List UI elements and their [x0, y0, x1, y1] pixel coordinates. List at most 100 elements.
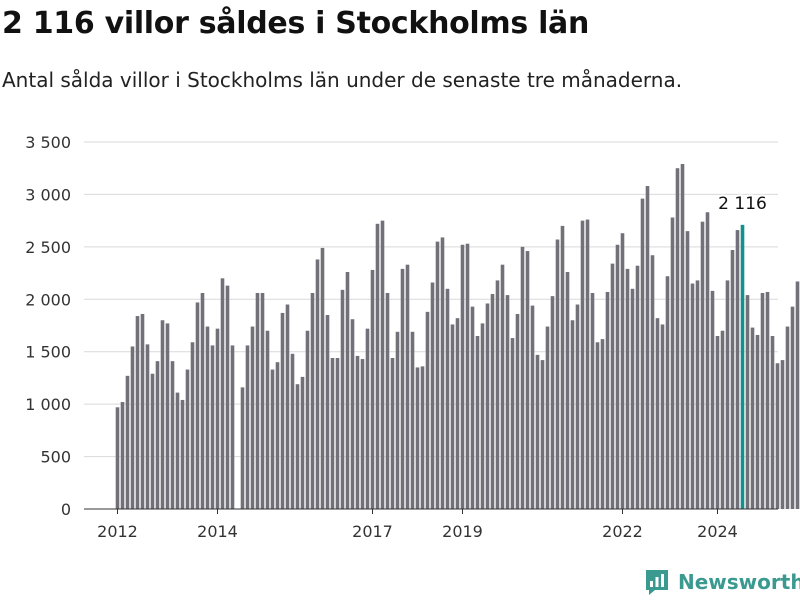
bar	[795, 281, 800, 509]
bar	[215, 328, 220, 509]
bar	[480, 323, 485, 509]
bar	[755, 334, 760, 509]
bar	[340, 289, 345, 509]
bar	[335, 358, 340, 509]
bar	[785, 326, 790, 509]
bar	[710, 290, 715, 509]
bar	[180, 399, 185, 509]
bar	[640, 198, 645, 509]
bar	[625, 268, 630, 509]
bar	[420, 366, 425, 509]
bar	[635, 265, 640, 509]
bar	[630, 288, 635, 509]
brand-name: Newsworthy	[678, 570, 800, 594]
y-tick-label: 1 000	[25, 395, 71, 414]
y-tick-label: 2 000	[25, 290, 71, 309]
bar	[305, 330, 310, 509]
bar	[280, 312, 285, 509]
bar	[350, 319, 355, 509]
bar	[225, 285, 230, 509]
bar	[665, 276, 670, 509]
bar	[735, 230, 740, 509]
bar	[570, 320, 575, 509]
bar	[190, 342, 195, 509]
bar	[360, 359, 365, 509]
bar	[610, 263, 615, 509]
bar	[510, 338, 515, 509]
bar	[440, 237, 445, 510]
bar	[130, 346, 135, 509]
bar	[550, 296, 555, 509]
bar	[435, 241, 440, 510]
bar	[615, 244, 620, 509]
bar	[645, 186, 650, 510]
bar	[160, 320, 165, 509]
bar	[680, 164, 685, 509]
bar	[525, 251, 530, 510]
bar	[715, 335, 720, 509]
bar	[600, 339, 605, 509]
bar	[470, 306, 475, 509]
bar	[560, 225, 565, 509]
bar	[285, 304, 290, 509]
y-tick-label: 1 500	[25, 343, 71, 362]
bar	[380, 220, 385, 509]
bar	[660, 324, 665, 509]
y-tick-label: 2 500	[25, 238, 71, 257]
x-tick-label: 2022	[602, 522, 643, 541]
bar	[125, 375, 130, 509]
bar	[255, 292, 260, 509]
bar	[535, 354, 540, 509]
x-tick-label: 2019	[442, 522, 483, 541]
bar	[345, 272, 350, 509]
bar	[465, 243, 470, 509]
bar	[390, 358, 395, 509]
bar	[555, 239, 560, 509]
bar	[310, 292, 315, 509]
bar	[675, 168, 680, 509]
bar	[230, 345, 235, 509]
bar	[220, 278, 225, 509]
bar-series	[115, 164, 800, 510]
bar	[300, 376, 305, 509]
bar	[115, 407, 120, 509]
bar	[275, 362, 280, 509]
bar	[140, 313, 145, 509]
bar	[490, 294, 495, 509]
bar	[210, 345, 215, 509]
bar	[315, 259, 320, 509]
bar	[195, 302, 200, 509]
bar	[415, 367, 420, 509]
bar	[430, 282, 435, 509]
bar	[565, 272, 570, 509]
last-value-label: 2 116	[718, 194, 767, 214]
bar	[330, 358, 335, 509]
y-tick-label: 500	[40, 448, 71, 467]
bar	[185, 369, 190, 509]
newsworthy-logo-icon	[646, 570, 668, 595]
bar	[260, 292, 265, 509]
bar	[585, 219, 590, 509]
bar	[250, 326, 255, 509]
annotations: 2 116	[716, 192, 769, 216]
bar	[720, 330, 725, 509]
bar	[405, 264, 410, 509]
bar	[775, 363, 780, 509]
bar	[485, 303, 490, 509]
bar	[120, 402, 125, 509]
bar	[605, 291, 610, 509]
bar	[475, 335, 480, 509]
bar	[670, 217, 675, 509]
y-axis-labels: 0 500 1 000 1 500 2 000 2 500 3 000 3 500	[25, 133, 71, 519]
x-tick-label: 2014	[197, 522, 238, 541]
bar	[450, 324, 455, 509]
bar	[200, 292, 205, 509]
bar	[730, 250, 735, 509]
bar	[750, 327, 755, 509]
bar	[170, 361, 175, 509]
bar	[165, 323, 170, 509]
bar	[545, 326, 550, 509]
bar	[175, 392, 180, 509]
bar	[655, 318, 660, 509]
